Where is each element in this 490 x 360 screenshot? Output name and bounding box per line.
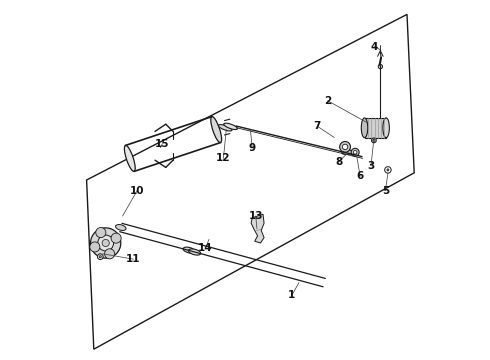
Text: 12: 12: [216, 153, 231, 163]
Circle shape: [104, 249, 115, 259]
Circle shape: [96, 228, 106, 238]
Polygon shape: [251, 214, 264, 243]
Ellipse shape: [124, 145, 135, 171]
Ellipse shape: [219, 125, 232, 131]
Ellipse shape: [351, 148, 359, 156]
Ellipse shape: [342, 150, 353, 154]
Text: 10: 10: [130, 186, 144, 196]
Ellipse shape: [224, 123, 238, 130]
Ellipse shape: [189, 249, 201, 255]
Ellipse shape: [340, 141, 350, 152]
Text: 6: 6: [357, 171, 364, 181]
Text: 3: 3: [368, 161, 375, 171]
Ellipse shape: [211, 117, 221, 143]
Circle shape: [98, 235, 114, 251]
Text: 13: 13: [248, 211, 263, 221]
Ellipse shape: [116, 225, 126, 230]
Ellipse shape: [343, 144, 348, 150]
Text: 8: 8: [335, 157, 342, 167]
Ellipse shape: [371, 138, 376, 143]
Text: 9: 9: [248, 143, 256, 153]
Circle shape: [102, 239, 109, 247]
Text: 15: 15: [155, 139, 170, 149]
Text: 1: 1: [288, 290, 295, 300]
Text: 11: 11: [126, 254, 141, 264]
Ellipse shape: [373, 139, 375, 141]
Circle shape: [99, 256, 101, 258]
Text: 14: 14: [198, 243, 213, 253]
Circle shape: [378, 64, 383, 69]
Circle shape: [98, 254, 103, 260]
Circle shape: [111, 233, 121, 243]
Bar: [365, 118, 386, 138]
Circle shape: [385, 167, 391, 173]
Ellipse shape: [183, 247, 196, 253]
Text: 5: 5: [382, 186, 389, 196]
Text: 4: 4: [371, 42, 378, 52]
Circle shape: [387, 169, 389, 171]
Ellipse shape: [353, 150, 357, 154]
Circle shape: [90, 242, 100, 252]
Ellipse shape: [383, 118, 390, 138]
Ellipse shape: [361, 118, 368, 138]
Text: 7: 7: [313, 121, 320, 131]
Text: 2: 2: [324, 96, 331, 106]
Circle shape: [91, 228, 121, 258]
